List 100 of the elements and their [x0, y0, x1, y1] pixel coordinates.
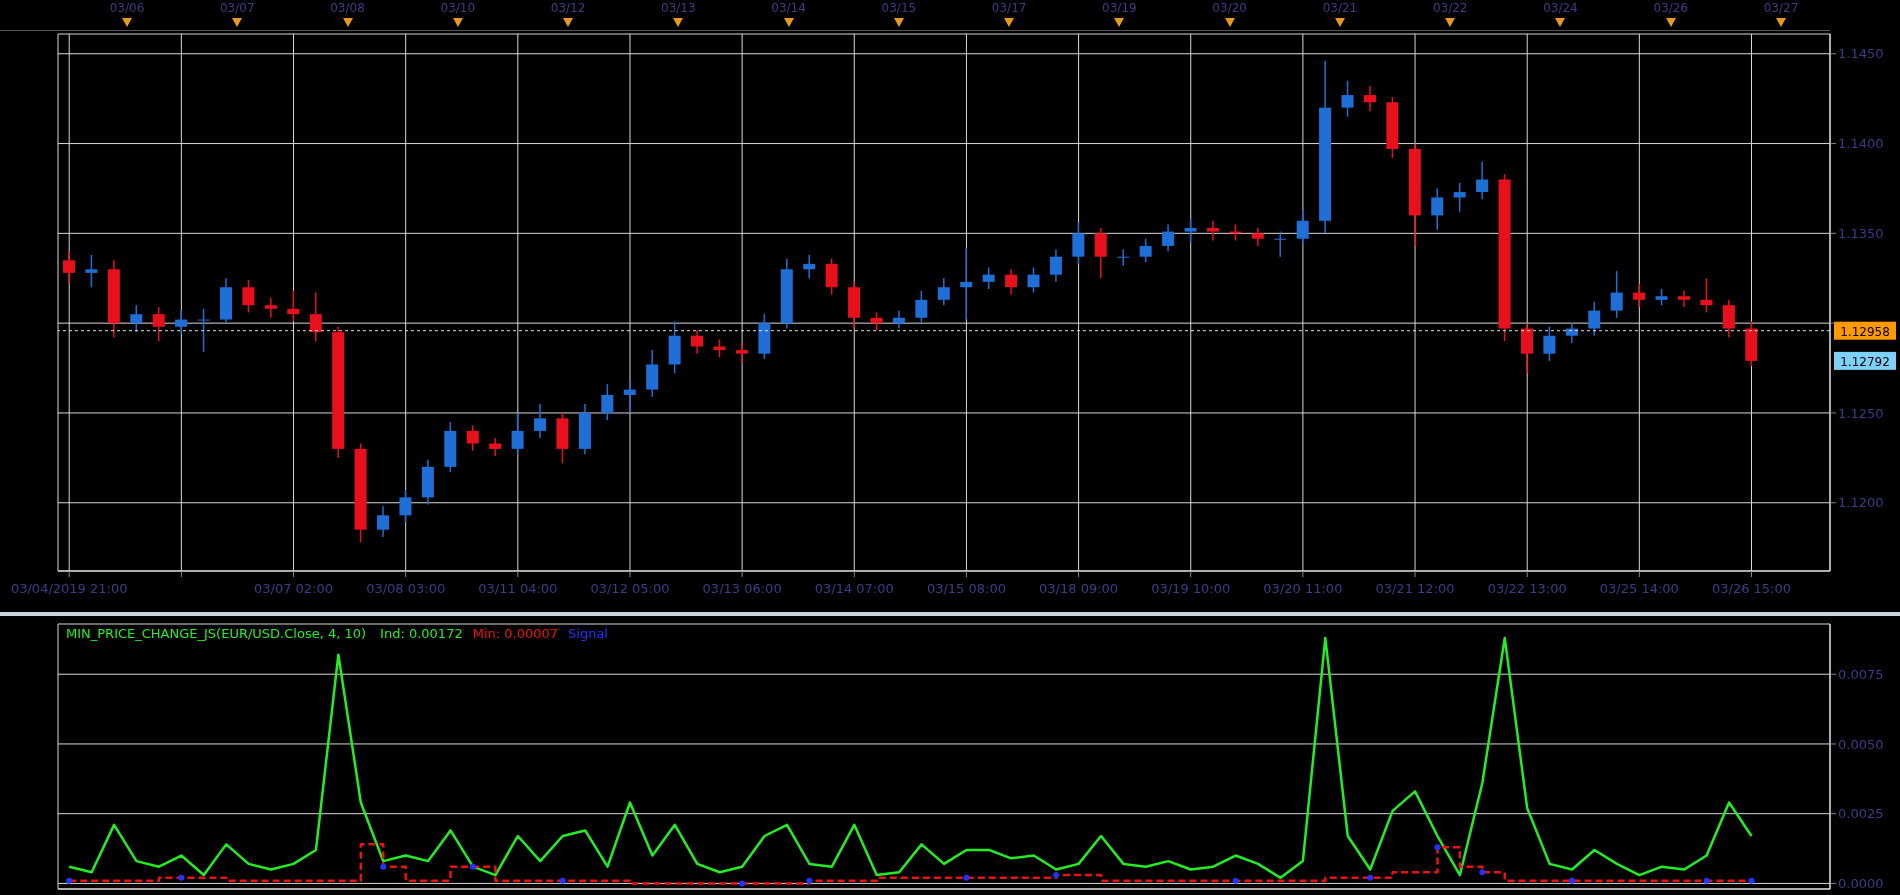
- text: 03/19: [1101, 1, 1138, 15]
- candlestick: [1565, 322, 1578, 344]
- x-tick-label: 03/04/2019 21:00: [10, 581, 128, 596]
- candlestick: [982, 266, 995, 290]
- point: [1232, 877, 1239, 884]
- point: [469, 863, 476, 870]
- candlestick: [1139, 237, 1152, 263]
- candlestick: [735, 342, 748, 364]
- point: [1479, 869, 1486, 876]
- y-tick-label: 0.0000: [1838, 876, 1884, 892]
- candlestick: [242, 279, 255, 314]
- x-tick-label: 03/21 12:00: [1375, 581, 1455, 596]
- point: [380, 863, 387, 870]
- y-tick-label: 0.0075: [1838, 666, 1884, 682]
- candlestick: [264, 297, 277, 319]
- candlestick: [1206, 220, 1219, 242]
- x-tick-label: 03/07 02:00: [253, 581, 334, 596]
- y-tick-label: 1.1250: [1838, 405, 1884, 421]
- text: 03/10: [439, 1, 477, 15]
- candlestick: [466, 424, 479, 452]
- y-tick-label: 1.1200: [1838, 495, 1884, 511]
- candlestick: [85, 254, 98, 288]
- point: [1569, 877, 1576, 884]
- candlestick: [197, 308, 210, 353]
- x-tick-label: 03/18 09:00: [1039, 581, 1119, 596]
- candlestick: [1476, 160, 1489, 200]
- point: [1434, 844, 1441, 851]
- candlestick: [1722, 299, 1735, 339]
- y-tick-label: 1.1450: [1838, 46, 1884, 62]
- text: 03/24: [1542, 1, 1579, 15]
- candlestick: [1049, 248, 1062, 283]
- y-tick-label: 0.0025: [1838, 806, 1884, 822]
- candlestick: [377, 505, 390, 538]
- text: Signal: [568, 626, 608, 641]
- candlestick: [1543, 326, 1556, 362]
- candlestick: [803, 254, 816, 279]
- text: 03/12: [549, 1, 587, 15]
- x-tick-label: 03/19 10:00: [1151, 581, 1231, 596]
- candlestick: [1453, 182, 1466, 213]
- candlestick: [1072, 221, 1085, 265]
- text: Ind: 0.00172: [380, 626, 463, 641]
- x-tick-label: 03/25 14:00: [1599, 581, 1679, 596]
- x-tick-label: 03/15 08:00: [926, 581, 1006, 596]
- x-tick-label: 03/22 13:00: [1487, 581, 1567, 596]
- candlestick: [1677, 290, 1690, 308]
- candlestick: [1363, 85, 1376, 112]
- point: [66, 877, 73, 884]
- text: 03/20: [1211, 1, 1248, 15]
- x-tick-label: 03/14 07:00: [814, 581, 894, 596]
- point: [559, 877, 566, 884]
- y-tick-label: 1.1400: [1838, 136, 1884, 152]
- point: [1053, 872, 1060, 879]
- point: [1703, 877, 1710, 884]
- text: 03/14: [770, 1, 807, 15]
- candlestick: [130, 304, 143, 333]
- y-tick-label: 0.0050: [1838, 736, 1884, 752]
- candlestick: [1633, 282, 1646, 308]
- candlestick: [623, 379, 636, 414]
- candlestick: [1274, 230, 1287, 258]
- chart-title: MIN_PRICE_CHANGE_JS(EUR/USD.Close, 4, 10): [66, 626, 367, 641]
- text: 1.12792: [1840, 354, 1890, 369]
- point: [178, 874, 185, 881]
- point: [963, 874, 970, 881]
- candlestick: [1005, 268, 1018, 296]
- candlestick: [1117, 248, 1130, 267]
- text: 03/13: [660, 1, 697, 15]
- text: 03/06: [108, 1, 146, 15]
- point: [806, 877, 813, 884]
- x-tick-label: 03/13 06:00: [702, 581, 782, 596]
- candlestick: [1588, 300, 1601, 337]
- text: 03/26: [1652, 1, 1689, 15]
- text: 03/07: [218, 1, 256, 15]
- candlestick: [63, 250, 75, 285]
- text: Min: 0.00007: [472, 626, 559, 641]
- candlestick: [1431, 187, 1444, 231]
- candlestick: [1610, 270, 1623, 319]
- candlestick: [534, 403, 547, 439]
- ref-line-label: 1.12958: [1840, 324, 1890, 339]
- text: 03/17: [990, 1, 1028, 15]
- x-tick-label: 03/11 04:00: [478, 581, 558, 596]
- point: [739, 880, 746, 887]
- candlestick: [825, 257, 838, 296]
- candlestick: [960, 246, 973, 321]
- x-tick-label: 03/26 15:00: [1711, 581, 1792, 596]
- candlestick: [601, 383, 614, 421]
- point: [1367, 874, 1374, 881]
- candlestick: [915, 290, 928, 324]
- candlestick: [691, 329, 704, 355]
- candlestick: [1027, 266, 1040, 294]
- candlestick: [1162, 223, 1175, 253]
- candlestick: [287, 290, 300, 323]
- text: 03/21: [1321, 1, 1359, 15]
- x-tick-label: 03/20 11:00: [1263, 581, 1343, 596]
- text: 03/27: [1762, 1, 1800, 15]
- candlestick: [1184, 218, 1197, 244]
- candlestick: [511, 412, 524, 456]
- text: 03/22: [1431, 1, 1469, 15]
- x-tick-label: 03/12 05:00: [590, 581, 670, 596]
- candlestick: [152, 306, 165, 342]
- candlestick: [399, 489, 412, 524]
